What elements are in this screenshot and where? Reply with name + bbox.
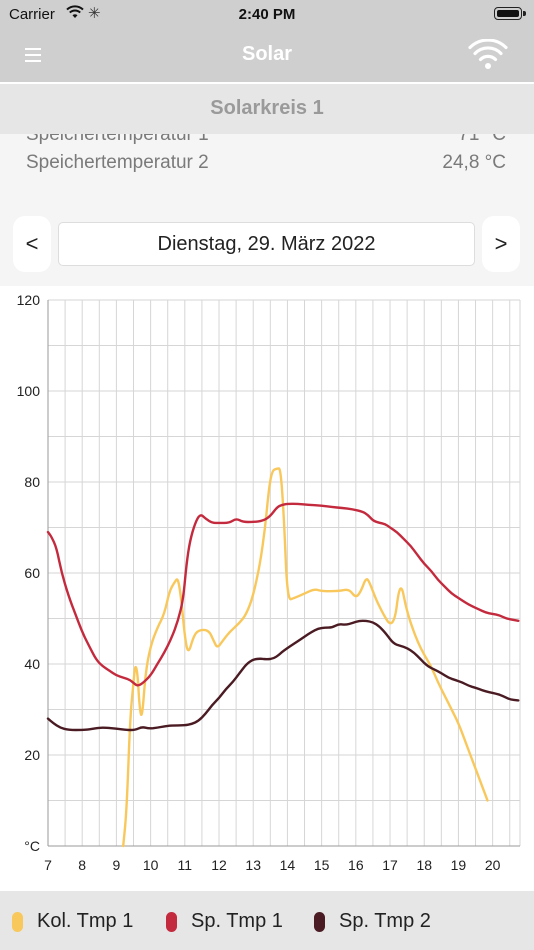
reading-label: Speichertemperatur 1: [26, 134, 209, 145]
reading-value: 24,8 °C: [442, 152, 506, 173]
next-day-button[interactable]: >: [482, 216, 520, 272]
status-time: 2:40 PM: [238, 6, 296, 23]
y-tick-label: 100: [17, 383, 41, 399]
legend-swatch: [12, 912, 23, 932]
x-tick-label: 7: [44, 857, 52, 873]
chart-grid: [47, 299, 521, 847]
activity-spinner-icon: ✳: [88, 5, 101, 22]
readings-panel: Speichertemperatur 1 71 °C Speichertempe…: [0, 134, 534, 286]
section-header: Solarkreis 1: [0, 84, 534, 134]
y-tick-label: 120: [17, 292, 41, 308]
x-tick-label: 19: [451, 857, 467, 873]
y-tick-label: °C: [24, 838, 40, 854]
reading-label: Speichertemperatur 2: [26, 152, 209, 173]
page-title: Solar: [241, 43, 293, 65]
reading-value: 71 °C: [458, 134, 506, 145]
section-title: Solarkreis 1: [210, 97, 324, 119]
legend-label: Kol. Tmp 1: [37, 910, 134, 932]
x-tick-label: 13: [245, 857, 261, 873]
series-line-sp-tmp-1: [46, 502, 520, 687]
nav-bar: Solar: [0, 30, 534, 82]
prev-day-button[interactable]: <: [13, 216, 51, 272]
x-axis-ticks: 7 8 9 10 11 12 13 14 15 16 17 18 19 20: [44, 857, 501, 873]
x-tick-label: 16: [348, 857, 364, 873]
x-tick-label: 10: [143, 857, 159, 873]
x-tick-label: 9: [113, 857, 121, 873]
series-line-sp-tmp-2: [46, 619, 520, 732]
x-tick-label: 20: [485, 857, 501, 873]
battery-cap: [523, 11, 526, 16]
carrier-label: Carrier: [9, 6, 55, 23]
legend-label: Sp. Tmp 1: [191, 910, 283, 932]
hamburger-menu-icon[interactable]: [22, 46, 44, 64]
y-tick-label: 20: [24, 747, 40, 763]
legend-swatch: [166, 912, 177, 932]
x-tick-label: 18: [416, 857, 432, 873]
battery-icon: [494, 7, 522, 20]
temperature-chart: °C 20 40 60 80 100 120 7 8 9 10 11 12 13 14 15 16 17 18 19…: [17, 292, 521, 873]
legend-label: Sp. Tmp 2: [339, 910, 431, 932]
y-axis-ticks: °C 20 40 60 80 100 120: [17, 292, 41, 854]
legend-swatch: [314, 912, 325, 932]
x-tick-label: 14: [280, 857, 296, 873]
wifi-icon[interactable]: [468, 39, 508, 71]
status-bar: Carrier ✳ 2:40 PM: [0, 0, 534, 30]
chart-series: [46, 467, 520, 848]
date-selector[interactable]: Dienstag, 29. März 2022: [58, 222, 475, 266]
x-tick-label: 12: [211, 857, 227, 873]
x-tick-label: 8: [78, 857, 86, 873]
x-tick-label: 15: [314, 857, 330, 873]
status-wifi-icon: [66, 5, 84, 18]
y-tick-label: 40: [24, 656, 40, 672]
y-tick-label: 60: [24, 565, 40, 581]
series-line-kol-tmp-1: [122, 467, 489, 848]
x-tick-label: 17: [382, 857, 398, 873]
x-tick-label: 11: [178, 857, 193, 873]
y-tick-label: 80: [24, 474, 40, 490]
chart-legend: Kol. Tmp 1 Sp. Tmp 1 Sp. Tmp 2: [0, 891, 534, 950]
